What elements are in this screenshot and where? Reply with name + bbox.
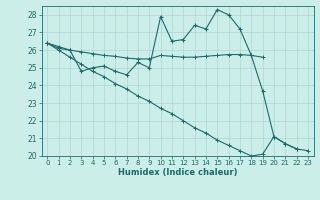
- X-axis label: Humidex (Indice chaleur): Humidex (Indice chaleur): [118, 168, 237, 177]
